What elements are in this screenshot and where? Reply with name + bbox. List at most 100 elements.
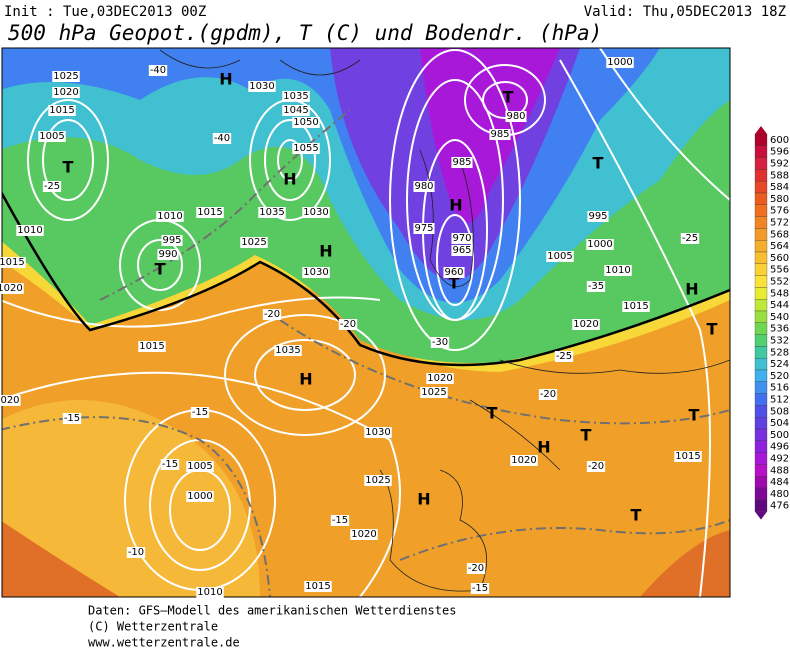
pressure-center: H xyxy=(219,70,232,89)
colorbar-swatch xyxy=(754,216,768,229)
label-background xyxy=(364,427,392,438)
label-background xyxy=(546,251,574,262)
pressure-center: T xyxy=(707,320,718,339)
label-background xyxy=(262,309,282,320)
colorbar-swatch xyxy=(754,169,768,182)
isoline-label: 1005 xyxy=(187,461,212,472)
colorbar-swatch xyxy=(754,181,768,194)
colorbar-label: 580 xyxy=(770,194,789,205)
isoline-label: 970 xyxy=(452,233,471,244)
label-background xyxy=(196,207,224,218)
label-background xyxy=(554,351,574,362)
pressure-center: H xyxy=(299,370,312,389)
label-background xyxy=(212,133,232,144)
label-background xyxy=(364,475,392,486)
label-background xyxy=(126,547,146,558)
colorbar-swatch xyxy=(754,369,768,382)
colorbar-swatch xyxy=(754,346,768,359)
isoline-label: 1020 xyxy=(427,373,452,384)
label-background xyxy=(258,207,286,218)
isoline-label: 1005 xyxy=(39,131,64,142)
isoline-label: -15 xyxy=(64,413,80,424)
colorbar-label: 476 xyxy=(770,501,789,512)
colorbar-label: 568 xyxy=(770,229,789,240)
isoline-label: -25 xyxy=(44,181,60,192)
colorbar-swatch xyxy=(754,393,768,406)
isoline-label: -25 xyxy=(556,351,572,362)
label-background xyxy=(52,87,80,98)
isoline-label: -20 xyxy=(468,563,484,574)
isoline-label: -15 xyxy=(162,459,178,470)
label-background xyxy=(196,587,224,598)
colorbar-label: 524 xyxy=(770,359,789,370)
label-background xyxy=(186,491,214,502)
colorbar-swatch xyxy=(754,322,768,335)
pressure-center: T xyxy=(449,274,460,293)
isoline-label: 1015 xyxy=(0,257,25,268)
isoline-label: 985 xyxy=(452,157,471,168)
colorbar-label: 536 xyxy=(770,324,789,335)
colorbar-label: 548 xyxy=(770,288,789,299)
label-background xyxy=(587,211,609,222)
isoline-label: 1035 xyxy=(275,345,300,356)
warm-zone xyxy=(2,400,260,597)
isoline-label: 1020 xyxy=(573,319,598,330)
colorbar-tip xyxy=(755,511,767,520)
label-background xyxy=(186,461,214,472)
colorbar-swatch xyxy=(754,240,768,253)
init-time: Init : Tue,03DEC2013 00Z xyxy=(4,4,206,20)
label-background xyxy=(604,265,632,276)
label-background xyxy=(451,233,473,244)
colorbar-swatch xyxy=(754,417,768,430)
label-background xyxy=(413,223,435,234)
contour-552 xyxy=(2,191,730,367)
label-background xyxy=(62,413,82,424)
colorbar-swatch xyxy=(754,157,768,170)
colorbar-label: 488 xyxy=(770,465,789,476)
isoline-label: 975 xyxy=(414,223,433,234)
isoline-label: 1020 xyxy=(511,455,536,466)
colorbar-tip xyxy=(755,126,767,134)
colorbar-swatch xyxy=(754,464,768,477)
label-background xyxy=(451,245,473,256)
pressure-center: T xyxy=(63,158,74,177)
label-background xyxy=(443,267,465,278)
coastlines xyxy=(159,49,730,592)
label-background xyxy=(674,451,702,462)
isoline-label: -30 xyxy=(432,337,448,348)
colorbar-label: 500 xyxy=(770,430,789,441)
isoline-label: 1035 xyxy=(259,207,284,218)
colorbar-label: 492 xyxy=(770,454,789,465)
colorbar-label: 576 xyxy=(770,206,789,217)
label-background xyxy=(156,211,184,222)
colorbar-swatch xyxy=(754,204,768,217)
colorbar-swatch xyxy=(754,428,768,441)
isoline-label: 1020 xyxy=(351,529,376,540)
isoline-label: 1025 xyxy=(241,237,266,248)
isoline-label: 980 xyxy=(506,111,525,122)
isoline-label: -40 xyxy=(214,133,230,144)
label-background xyxy=(330,515,350,526)
colorbar-label: 504 xyxy=(770,418,789,429)
isoline-label: -20 xyxy=(264,309,280,320)
label-background xyxy=(292,143,320,154)
label-background xyxy=(16,225,44,236)
colorbar-swatch xyxy=(754,334,768,347)
isoline-label: -35 xyxy=(588,281,604,292)
isoline-label: 980 xyxy=(414,181,433,192)
pressure-center: H xyxy=(449,196,462,215)
label-background xyxy=(538,389,558,400)
isoline-label: -25 xyxy=(682,233,698,244)
isoline-label: 995 xyxy=(162,235,181,246)
isoline-label: 1010 xyxy=(17,225,42,236)
isoline-label: -20 xyxy=(588,461,604,472)
label-background xyxy=(572,319,600,330)
colorbar-label: 600 xyxy=(770,135,789,146)
colorbar-label: 588 xyxy=(770,170,789,181)
map-frame xyxy=(1,47,731,598)
isoline-label: 1015 xyxy=(139,341,164,352)
colorbar-label: 552 xyxy=(770,277,789,288)
isoline-label: 1015 xyxy=(623,301,648,312)
label-background xyxy=(680,233,700,244)
colorbar-label: 596 xyxy=(770,147,789,158)
